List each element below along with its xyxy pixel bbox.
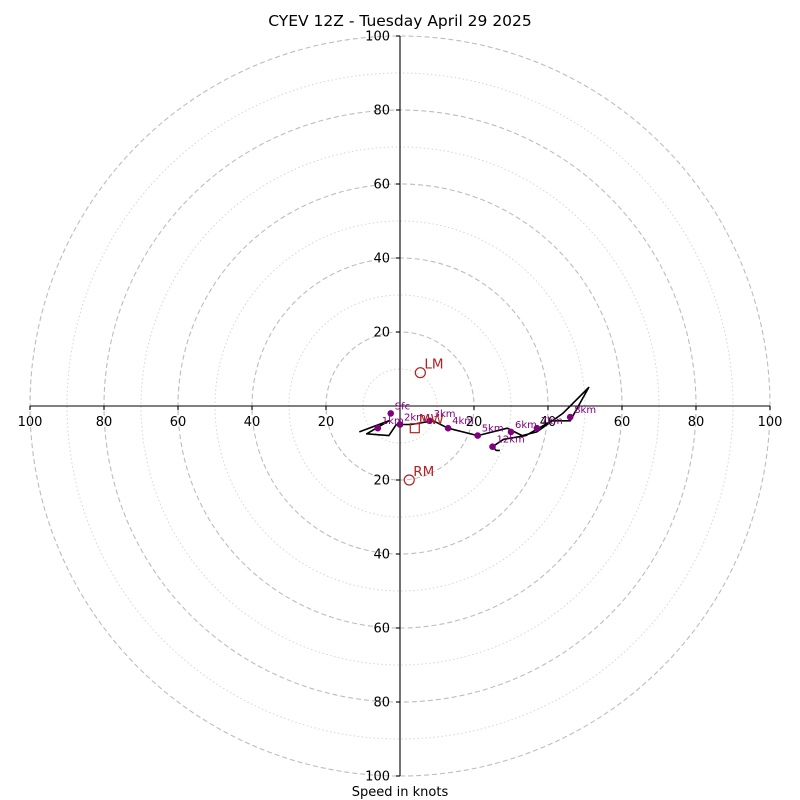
height-label: 5km bbox=[482, 424, 504, 435]
height-point bbox=[444, 424, 452, 432]
height-point bbox=[474, 432, 482, 439]
x-tick-label: 80 bbox=[688, 415, 705, 430]
storm-motion-label: RM bbox=[413, 464, 434, 480]
x-tick-label: 40 bbox=[244, 415, 261, 430]
height-label: 7km bbox=[541, 416, 563, 427]
height-label: 12km bbox=[497, 435, 525, 446]
mean-wind-marker bbox=[409, 423, 420, 434]
x-tick-label: 100 bbox=[18, 415, 43, 430]
height-point bbox=[533, 424, 541, 432]
x-tick-label: 60 bbox=[614, 415, 631, 430]
wind-trace bbox=[359, 386, 590, 452]
y-tick-label: 20 bbox=[373, 474, 390, 489]
chart-title: CYEV 12Z - Tuesday April 29 2025 bbox=[268, 12, 532, 30]
y-tick-label: 100 bbox=[365, 30, 390, 45]
height-label: 1km bbox=[382, 416, 404, 427]
storm-motion-markers: LM RM MW bbox=[403, 357, 444, 486]
height-label: 8km bbox=[574, 405, 596, 416]
y-tick-label: 80 bbox=[373, 696, 390, 711]
storm-motion-label: MW bbox=[419, 412, 444, 428]
y-tick-label: 60 bbox=[373, 178, 390, 193]
y-tick-label: 80 bbox=[373, 104, 390, 119]
y-tick-label: 60 bbox=[373, 622, 390, 637]
wind-trace-line bbox=[359, 386, 590, 452]
storm-motion-marker bbox=[403, 474, 415, 486]
height-point bbox=[507, 428, 515, 436]
height-label: 4km bbox=[452, 416, 474, 427]
y-tick-label: 40 bbox=[373, 252, 390, 267]
x-tick-label: 60 bbox=[170, 415, 187, 430]
height-label: 3km bbox=[434, 409, 456, 420]
height-point bbox=[387, 410, 395, 417]
storm-motion-marker bbox=[414, 367, 426, 379]
height-label: 6km bbox=[515, 420, 537, 431]
x-axis-label: Speed in knots bbox=[352, 785, 449, 800]
x-tick-label: 100 bbox=[758, 415, 783, 430]
y-tick-label: 20 bbox=[373, 326, 390, 341]
height-point bbox=[566, 413, 574, 421]
storm-motion-label: LM bbox=[424, 357, 443, 373]
x-tick-label: 80 bbox=[96, 415, 113, 430]
x-tick-label: 20 bbox=[318, 415, 335, 430]
height-point bbox=[489, 443, 496, 451]
y-tick-label: 100 bbox=[365, 770, 390, 785]
height-point bbox=[374, 424, 382, 432]
height-point bbox=[426, 417, 433, 425]
height-label: 2km bbox=[404, 413, 426, 424]
axes bbox=[30, 36, 770, 776]
y-tick-label: 40 bbox=[373, 548, 390, 563]
height-label: Sfc bbox=[395, 401, 410, 412]
x-tick-label: 20 bbox=[466, 415, 483, 430]
height-point bbox=[396, 421, 404, 428]
